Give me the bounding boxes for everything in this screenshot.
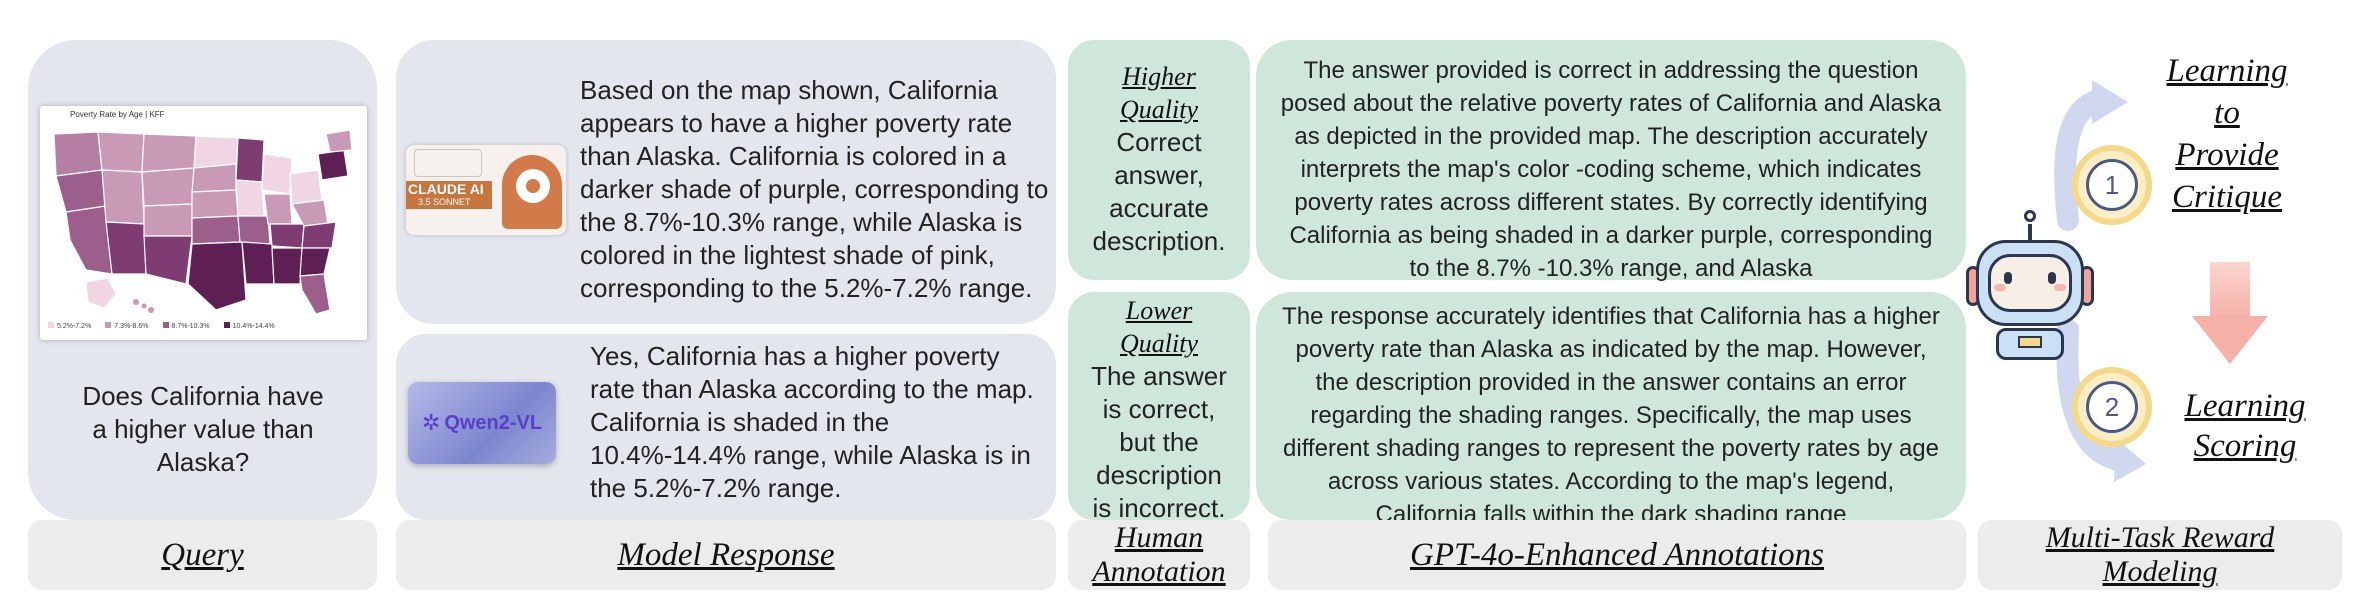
map-title: Poverty Rate by Age | KFF: [70, 110, 165, 119]
logo-circuit-icon: [414, 149, 482, 177]
gpt-lower-text: The response accurately identifies that …: [1282, 303, 1940, 528]
qwen-logo-text: Qwen2-VL: [444, 411, 543, 434]
legend-item-2: 7.3%-8.6%: [105, 322, 149, 330]
legend-item-3-label: 8.7%-10.3%: [171, 323, 210, 330]
human-label-bar: Human Annotation: [1068, 520, 1250, 590]
robot-icon: [1966, 210, 2094, 360]
claude-logo: CLAUDE AI 3.5 SONNET: [406, 145, 566, 235]
reward-label: Multi-Task Reward Modeling: [2045, 521, 2275, 588]
human-lower-panel: Lower Quality The answer is correct, but…: [1068, 292, 1250, 523]
task-2-label: Learning Scoring: [2184, 388, 2306, 464]
task-1-label: Learning to Provide Critique: [2166, 53, 2288, 215]
human-label: Human Annotation: [1092, 521, 1226, 588]
map-legend: 5.2%-7.2% 7.3%-8.6% 8.7%-10.3% 10.4%-14.…: [48, 322, 275, 330]
gpt-lower-panel: The response accurately identifies that …: [1256, 292, 1966, 528]
scoring-arrow-head: [2114, 438, 2146, 482]
us-map-graphic: [53, 129, 353, 315]
human-lower-title: Lower Quality: [1120, 296, 1198, 358]
claude-logo-banner: [406, 181, 492, 209]
task-2-inner: 2: [2086, 381, 2138, 433]
human-higher-text: Correct answer, accurate description.: [1092, 127, 1226, 256]
task-2-badge: 2: [2072, 367, 2152, 447]
response-1-text: Based on the map shown, California appea…: [580, 75, 1049, 303]
human-higher-title: Higher Quality: [1120, 62, 1198, 124]
query-panel: Poverty Rate by Age | KFF: [28, 40, 377, 520]
gpt-label: GPT-4o-Enhanced Annotations: [1410, 537, 1824, 573]
response-panel-2: ✲ Qwen2-VL Yes, California has a higher …: [396, 334, 1056, 520]
query-label-bar: Query: [28, 520, 377, 590]
qwen-logo: ✲ Qwen2-VL: [408, 382, 556, 464]
legend-item-2-label: 7.3%-8.6%: [114, 323, 149, 330]
response-label: Model Response: [617, 537, 835, 573]
legend-item-1: 5.2%-7.2%: [48, 322, 91, 330]
poverty-map: Poverty Rate by Age | KFF: [40, 106, 367, 340]
query-label: Query: [161, 537, 244, 573]
task-1-badge: 1: [2072, 145, 2152, 225]
gpt-higher-panel: The answer provided is correct in addres…: [1256, 40, 1966, 282]
task-2-number: 2: [2104, 391, 2120, 422]
response-2-text: Yes, California has a higher poverty rat…: [590, 341, 1034, 503]
critique-arrow-head: [2092, 80, 2128, 124]
response-panel-1: CLAUDE AI 3.5 SONNET Based on the map sh…: [396, 40, 1056, 324]
query-question: Does California have a higher value than…: [82, 381, 324, 477]
critique-arrow: [2054, 89, 2109, 231]
pink-down-arrow: [2210, 262, 2250, 318]
pink-down-arrowhead: [2192, 316, 2268, 364]
human-higher-panel: Higher Quality Correct answer, accurate …: [1068, 40, 1250, 280]
gpt-higher-text: The answer provided is correct in addres…: [1280, 57, 1942, 282]
legend-item-4-label: 10.4%-14.4%: [232, 323, 275, 330]
head-silhouette-icon: [502, 155, 562, 229]
claude-logo-subtext: 3.5 SONNET: [418, 197, 471, 207]
response-label-bar: Model Response: [396, 520, 1056, 590]
reward-label-bar: Multi-Task Reward Modeling: [1978, 520, 2342, 590]
human-lower-text: The answer is correct, but the descripti…: [1091, 361, 1227, 523]
task-1-number: 1: [2104, 169, 2120, 200]
task-1-inner: 1: [2086, 159, 2138, 211]
legend-item-1-label: 5.2%-7.2%: [57, 323, 92, 330]
gpt-label-bar: GPT-4o-Enhanced Annotations: [1268, 520, 1966, 590]
qwen-logo-icon: ✲: [421, 410, 441, 435]
claude-logo-text: CLAUDE AI: [408, 181, 484, 197]
legend-item-4: 10.4%-14.4%: [223, 322, 275, 330]
legend-item-3: 8.7%-10.3%: [162, 322, 210, 330]
